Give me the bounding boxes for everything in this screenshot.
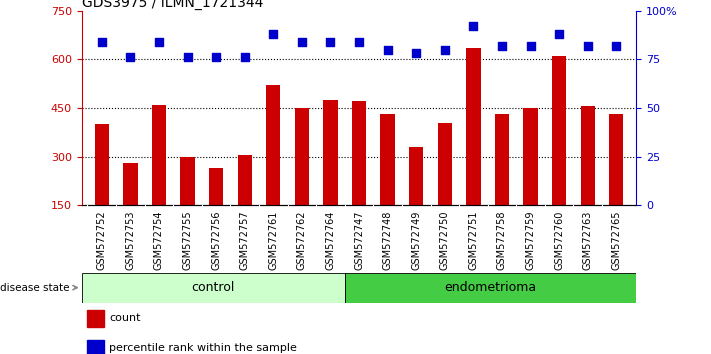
Point [553, 31, 565, 37]
Text: GSM572762: GSM572762 [297, 211, 307, 270]
Text: GSM572761: GSM572761 [268, 211, 278, 270]
Text: GSM572755: GSM572755 [183, 211, 193, 270]
Point [439, 47, 451, 52]
Text: GSM572754: GSM572754 [154, 211, 164, 270]
Text: GSM572748: GSM572748 [383, 211, 392, 270]
Text: GSM572752: GSM572752 [97, 211, 107, 270]
Text: count: count [109, 313, 141, 323]
Text: GSM572765: GSM572765 [611, 211, 621, 270]
Text: GSM572751: GSM572751 [469, 211, 479, 270]
Bar [345, 273, 636, 303]
Bar [181, 156, 195, 254]
Point [496, 43, 508, 48]
Bar [237, 155, 252, 254]
Text: GSM572750: GSM572750 [440, 211, 450, 270]
Bar [209, 168, 223, 254]
Point [239, 55, 250, 60]
Point [124, 55, 136, 60]
Bar [95, 124, 109, 254]
Point [468, 23, 479, 29]
Bar [581, 106, 595, 254]
Text: GSM572764: GSM572764 [326, 211, 336, 270]
Point [182, 55, 193, 60]
Bar [409, 147, 423, 254]
Point [154, 39, 165, 45]
Bar [123, 163, 137, 254]
Bar [438, 122, 452, 254]
Bar [266, 85, 280, 254]
Text: GSM572747: GSM572747 [354, 211, 364, 270]
Text: percentile rank within the sample: percentile rank within the sample [109, 343, 297, 353]
Bar [324, 100, 338, 254]
Bar [495, 114, 509, 254]
Bar [609, 114, 624, 254]
Text: GSM572763: GSM572763 [583, 211, 593, 270]
Text: GSM572756: GSM572756 [211, 211, 221, 270]
Point [410, 51, 422, 56]
Text: disease state: disease state [0, 282, 77, 293]
Point [325, 39, 336, 45]
Bar [152, 105, 166, 254]
Point [267, 31, 279, 37]
Bar [466, 48, 481, 254]
Text: endometrioma: endometrioma [444, 281, 537, 294]
Point [210, 55, 222, 60]
Point [353, 39, 365, 45]
Bar [87, 310, 104, 327]
Bar [82, 273, 345, 303]
Text: GSM572758: GSM572758 [497, 211, 507, 270]
Bar [523, 108, 538, 254]
Text: GSM572759: GSM572759 [525, 211, 535, 270]
Text: GSM572749: GSM572749 [411, 211, 421, 270]
Point [582, 43, 594, 48]
Text: GSM572757: GSM572757 [240, 211, 250, 270]
Text: GSM572753: GSM572753 [125, 211, 135, 270]
Point [525, 43, 536, 48]
Point [296, 39, 308, 45]
Point [96, 39, 107, 45]
Bar [380, 114, 395, 254]
Text: GDS3975 / ILMN_1721344: GDS3975 / ILMN_1721344 [82, 0, 263, 10]
Bar [552, 56, 566, 254]
Text: control: control [191, 281, 235, 294]
Bar [87, 340, 104, 354]
Text: GSM572760: GSM572760 [554, 211, 564, 270]
Point [611, 43, 622, 48]
Point [382, 47, 393, 52]
Bar [352, 102, 366, 254]
Bar [295, 108, 309, 254]
